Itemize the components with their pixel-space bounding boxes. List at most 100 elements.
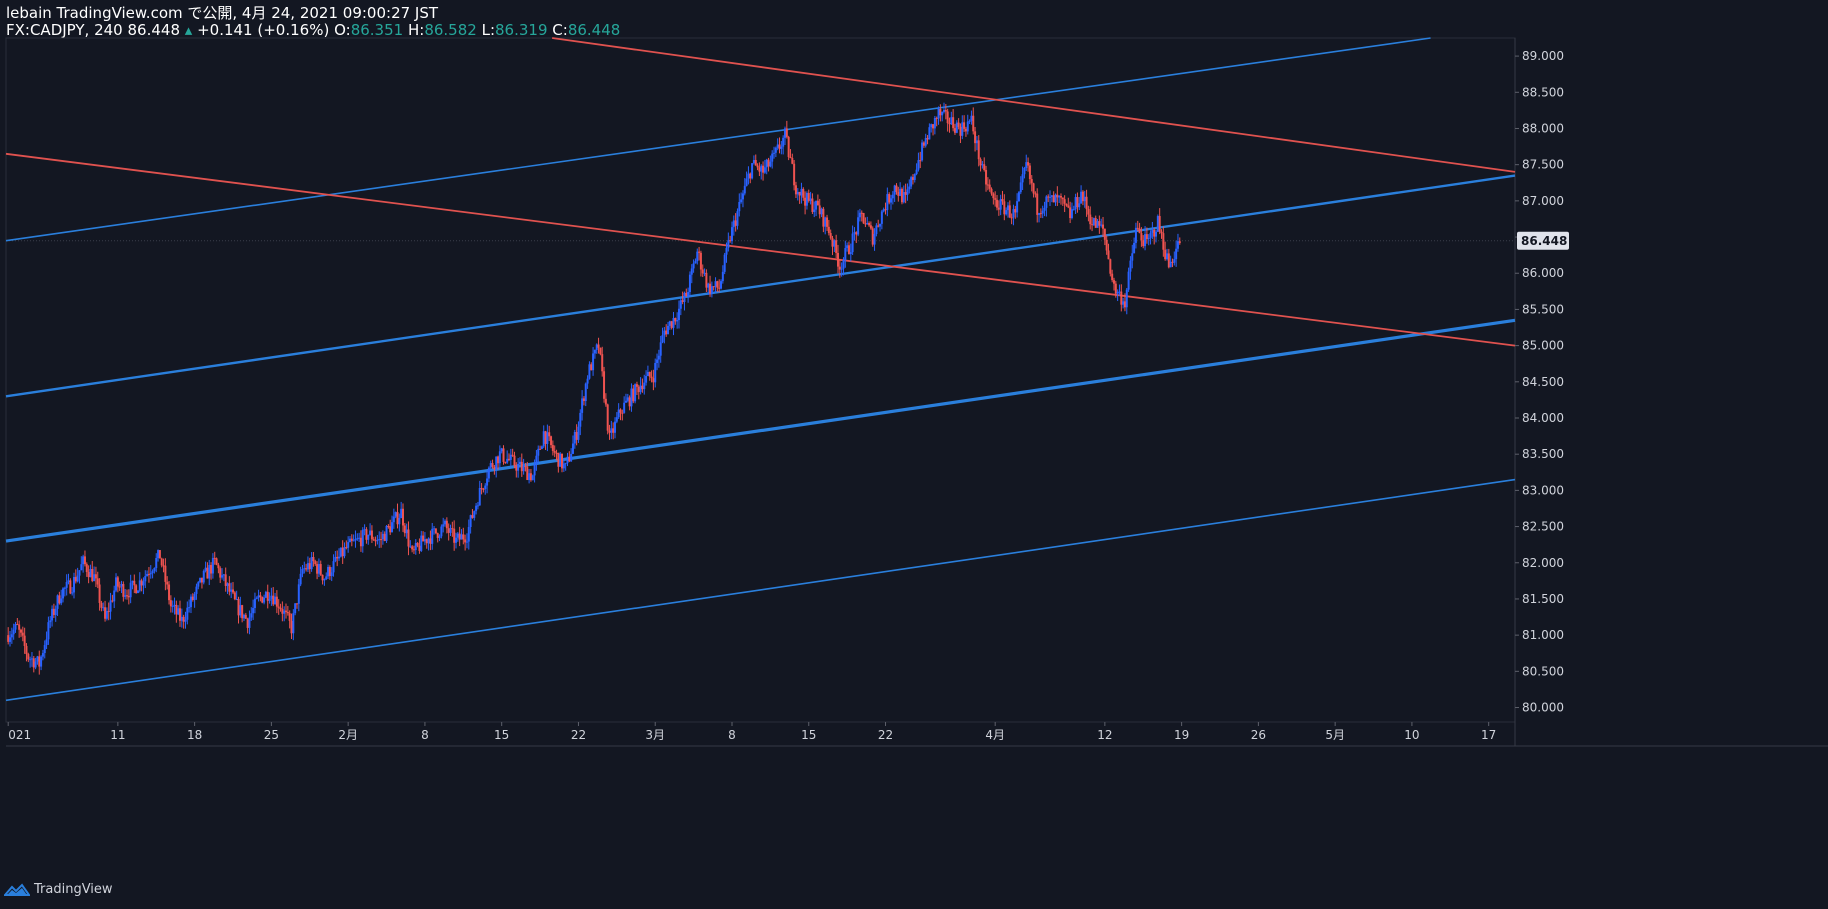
time-tick-label: 22 [571,728,586,742]
low-value: 86.319 [495,21,548,39]
trendline-blue-3[interactable] [5,318,1516,543]
candle-body [1070,209,1073,219]
candle-body [681,300,684,302]
candle-body [1123,301,1126,308]
candle-body [182,616,185,622]
candle-body [740,199,743,202]
candle-body [109,600,112,612]
candle-body [1092,218,1095,226]
candle-body [646,371,649,377]
candle-body [796,191,799,195]
candle-body [975,140,978,144]
candle-body [471,515,474,518]
candle-body [1111,273,1114,281]
time-tick-label: 8 [421,728,429,742]
candle-body [89,569,92,578]
candle-body [51,608,54,621]
candle-body [122,584,125,597]
candle-body [1050,195,1053,197]
price-axis: 80.000 80.500 81.000 81.500 82.000 82.500 83.0… [1515,49,1564,715]
candle-body [241,605,244,619]
candle-body [769,161,772,167]
candle-body [921,142,924,161]
candle-body [1003,201,1006,215]
candle-body [539,448,542,450]
candle-body [736,211,739,226]
candle-body [763,167,766,173]
candle-body [820,208,823,215]
candle-body [217,564,220,569]
candle-body [694,261,697,264]
candle-body [369,530,372,535]
candle-body [164,565,167,582]
candle-body [849,252,852,255]
symbol-legend: FX:CADJPY, 240 86.448 ▴ +0.141 (+0.16%) … [6,22,620,39]
candle-body [650,376,653,379]
candle-body [953,128,956,133]
candle-body [884,209,887,211]
candle-body [652,378,655,383]
candle-body [632,388,635,402]
candle-body [394,512,397,517]
candle-body [173,604,176,606]
price-tick-label: 87.000 [1522,194,1564,208]
candle-body [1076,197,1079,208]
candle-body [376,539,379,541]
candle-body [624,400,627,403]
candle-body [696,251,699,262]
trendline-red-6[interactable] [552,37,1516,173]
candle-body [615,417,618,422]
tradingview-branding[interactable]: TradingView [4,882,113,897]
candle-body [1032,183,1035,194]
candle-body [515,465,518,471]
candle-body [1058,196,1061,198]
candle-body [851,233,854,253]
candle-body [93,574,96,582]
candle-body [1134,227,1137,243]
candle-body [950,117,953,125]
candle-body [818,205,821,215]
candle-body [83,556,86,565]
candle-body [116,577,119,587]
candle-body [858,212,861,218]
candle-body [43,645,46,654]
candle-body [1162,233,1165,250]
trendline-blue-1[interactable] [5,37,1431,242]
candle-body [497,456,500,464]
candle-body [1080,191,1083,204]
trendline-blue-4[interactable] [5,478,1516,702]
candle-body [522,466,525,472]
candle-body [82,556,85,565]
candle-body [263,597,266,603]
candle-body [449,528,452,533]
candle-body [317,564,320,574]
candle-body [36,656,39,662]
candle-body [1171,261,1174,263]
candle-body [480,487,483,489]
candle-body [219,568,222,578]
candle-body [1038,213,1041,215]
candle-body [1027,162,1030,166]
time-tick-label: 2月 [338,728,358,742]
candle-body [336,556,339,559]
candle-body [771,153,774,162]
candle-body [891,194,894,199]
trendline-blue-2[interactable] [5,174,1516,398]
trendline-red-5[interactable] [5,152,1516,347]
candle-body [147,574,150,576]
candle-body [1078,203,1081,208]
candle-body [1052,195,1055,203]
candle-body [418,545,421,551]
candle-body [246,618,249,628]
candle-body [140,580,143,586]
candle-body [621,412,624,414]
candle-body [1074,197,1077,210]
candle-body [1173,259,1176,263]
candle-body [473,511,476,518]
candle-body [239,605,242,616]
candle-body [257,595,260,598]
candle-body [908,186,911,190]
price-tick-label: 88.500 [1522,85,1564,99]
candle-body [661,335,664,343]
